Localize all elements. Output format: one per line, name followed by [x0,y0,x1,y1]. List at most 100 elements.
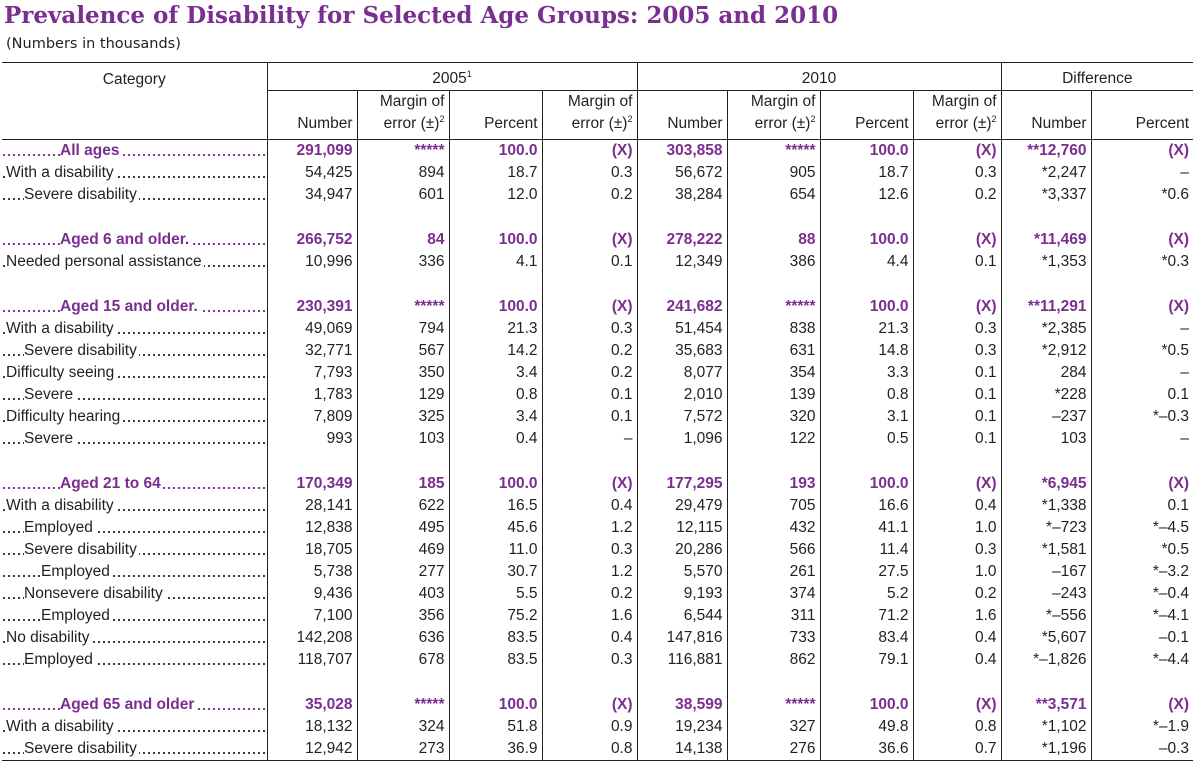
table-cell: 0.3 [912,318,1002,340]
table-cell: 30.7 [448,561,542,583]
table-cell: 432 [726,517,820,539]
table-cell: 0.4 [541,627,637,649]
table-cell: 0.1 [541,251,637,273]
table-cell: 0.1 [912,406,1002,428]
table-cell: 266,752 [266,229,357,251]
table-cell: 100.0 [448,296,542,318]
table-cell: 0.8 [819,384,913,406]
table-cell: 0.3 [912,340,1002,362]
table-cell: 56,672 [636,162,727,184]
col-header-moe-number-2010: Margin of error (±)2 [726,90,820,140]
table-cell: 374 [726,583,820,605]
table-cell: 3.4 [448,362,542,384]
row-label: Severe disability [2,340,267,362]
table-row: Aged 15 and older. 230,391 ***** 100.0 (X) 24… [2,296,1194,318]
table-cell: 18.7 [448,162,542,184]
table-row: Severe disability 32,771 567 14.2 0.2 35,683 6… [2,340,1194,362]
table-cell: 36.9 [448,738,542,761]
table-cell: 601 [356,184,449,206]
disability-table: Category 20051 2010 Difference Number Ma… [2,62,1194,761]
table-cell: 241,682 [636,296,727,318]
table-cell: ***** [356,139,449,162]
page-title: Prevalence of Disability for Selected Ag… [4,2,839,29]
table-cell: 100.0 [819,139,913,162]
table-cell: 678 [356,649,449,671]
table-row: Severe 1,783 129 0.8 0.1 2,010 139 0.8 0.1 *228 0.… [2,384,1194,406]
table-cell: 7,100 [266,605,357,627]
table-row: Needed personal assistance 10,996 336 4.1 0.… [2,251,1194,273]
col-header-percent-diff: Percent [1090,90,1194,140]
row-label: Severe [2,428,267,450]
table-cell: *0.5 [1090,539,1194,561]
table-cell: 7,793 [266,362,357,384]
table-row: Difficulty hearing 7,809 325 3.4 0.1 7,572 320… [2,406,1194,428]
table-cell: 28,141 [266,495,357,517]
table-cell: 100.0 [819,296,913,318]
table-cell: 6,544 [636,605,727,627]
table-cell: 5,738 [266,561,357,583]
table-cell: 12.6 [819,184,913,206]
table-cell: –167 [1000,561,1092,583]
table-cell: – [1090,362,1194,384]
table-cell: 38,599 [636,694,727,716]
table-cell: 18,705 [266,539,357,561]
leader-dots [2,376,267,378]
table-cell: 403 [356,583,449,605]
table-cell: (X) [912,229,1002,251]
table-cell: 100.0 [819,694,913,716]
table-cell: 12,349 [636,251,727,273]
row-label: Employed [2,517,267,539]
table-cell: 0.2 [541,583,637,605]
table-cell: 2,010 [636,384,727,406]
row-label: Aged 6 and older. [2,229,267,251]
leader-dots [2,398,267,400]
table-cell: 38,284 [636,184,727,206]
table-cell: 21.3 [448,318,542,340]
table-cell: 336 [356,251,449,273]
table-cell: 0.3 [541,649,637,671]
table-cell: 386 [726,251,820,273]
col-header-moe-percent-2005: Margin of error (±)2 [541,90,637,140]
table-cell: 0.5 [819,428,913,450]
group-header-2010: 2010 [636,62,1002,91]
table-cell: *6,945 [1000,473,1092,495]
table-cell: 103 [356,428,449,450]
table-cell: 100.0 [819,229,913,251]
table-cell: –0.1 [1090,627,1194,649]
table-cell: 0.1 [1090,495,1194,517]
table-cell: 838 [726,318,820,340]
table-cell: 9,193 [636,583,727,605]
table-cell: 631 [726,340,820,362]
row-label: Difficulty seeing [2,362,267,384]
leader-dots [2,575,267,577]
table-cell: 311 [726,605,820,627]
table-cell: 3.1 [819,406,913,428]
table-cell: 11.4 [819,539,913,561]
table-cell: 0.1 [912,428,1002,450]
table-cell: – [1090,318,1194,340]
leader-dots [2,619,267,621]
row-label: Severe disability [2,539,267,561]
table-cell: 327 [726,716,820,738]
table-cell: 14,138 [636,738,727,761]
table-row: Employed 118,707 678 83.5 0.3 116,881 862 79.1 0… [2,649,1194,671]
table-cell: 118,707 [266,649,357,671]
table-cell: 71.2 [819,605,913,627]
table-cell: 654 [726,184,820,206]
table-cell: 14.8 [819,340,913,362]
table-cell: 291,099 [266,139,357,162]
table-cell: 1.6 [912,605,1002,627]
row-label: Employed [2,605,267,627]
table-row: Nonsevere disability 9,436 403 5.5 0.2 9,193 3… [2,583,1194,605]
table-cell: 12.0 [448,184,542,206]
table-cell: 993 [266,428,357,450]
table-cell: *11,469 [1000,229,1092,251]
leader-dots [2,442,267,444]
page-subtitle: (Numbers in thousands) [6,36,181,52]
row-label: Severe disability [2,738,267,761]
table-cell: 733 [726,627,820,649]
table-cell: 0.3 [912,539,1002,561]
table-cell: 36.6 [819,738,913,761]
table-cell: (X) [541,694,637,716]
group-header-difference: Difference [1000,62,1194,91]
